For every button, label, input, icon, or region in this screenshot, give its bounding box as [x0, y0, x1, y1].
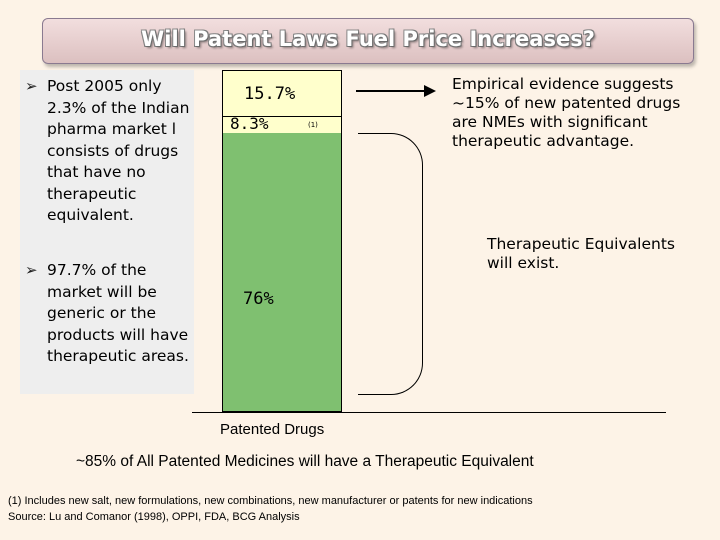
right-top-text: Empirical evidence suggests ~15% of new … — [452, 75, 681, 150]
bar-segment-nme — [222, 70, 342, 116]
bullet-item-1: ➢ Post 2005 only 2.3% of the Indian phar… — [25, 76, 195, 227]
title-bar: Will Patent Laws Fuel Price Increases? — [42, 18, 694, 64]
segment-footnote-mark: (1) — [308, 121, 318, 129]
footnote-1: (1) Includes new salt, new formulations,… — [8, 495, 533, 507]
axis-baseline — [192, 412, 666, 413]
bullet-text-1: Post 2005 only 2.3% of the Indian pharma… — [47, 77, 190, 224]
bullet-item-2: ➢ 97.7% of the market will be generic or… — [25, 260, 195, 368]
segment-label-1: 15.7% — [244, 84, 296, 104]
arrow-bullet-icon: ➢ — [25, 261, 38, 279]
axis-label: Patented Drugs — [220, 421, 325, 438]
bar-segment-equivalent — [222, 133, 342, 412]
arrow-right-icon — [424, 85, 436, 97]
source-note: Source: Lu and Comanor (1998), OPPI, FDA… — [8, 511, 300, 523]
arrow-bullet-icon: ➢ — [25, 77, 38, 95]
right-bottom-text: Therapeutic Equivalents will exist. — [487, 235, 675, 272]
summary-text: ~85% of All Patented Medicines will have… — [76, 453, 534, 470]
pointer-arrow-line — [356, 90, 426, 92]
segment-label-3: 76% — [243, 289, 274, 309]
slide-title: Will Patent Laws Fuel Price Increases? — [141, 27, 595, 51]
segment-label-2: 8.3% — [230, 114, 269, 133]
bullet-text-2: 97.7% of the market will be generic or t… — [47, 261, 189, 365]
bracket — [358, 133, 423, 395]
left-text-box: ➢ Post 2005 only 2.3% of the Indian phar… — [20, 70, 194, 394]
